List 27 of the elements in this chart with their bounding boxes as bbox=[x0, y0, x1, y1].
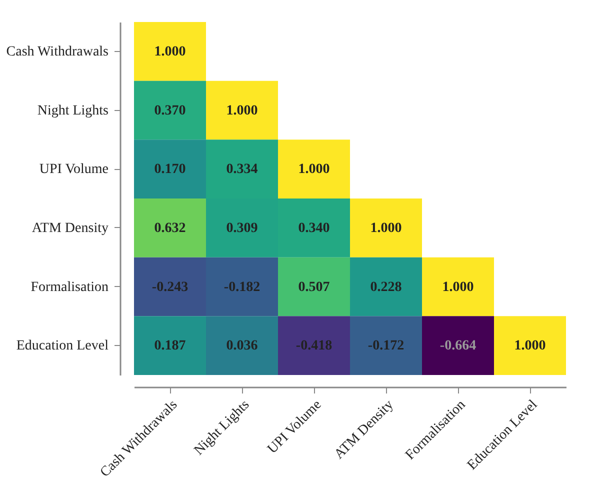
data-label: 0.370 bbox=[154, 103, 186, 118]
data-label: 0.632 bbox=[154, 220, 186, 236]
data-label: 1.000 bbox=[226, 103, 258, 118]
data-label: 1.000 bbox=[298, 162, 330, 178]
y-tick-label: Cash Withdrawals bbox=[6, 44, 108, 60]
data-label: 0.228 bbox=[370, 280, 402, 295]
data-label: -0.664 bbox=[440, 338, 476, 354]
y-tick-label: Night Lights bbox=[37, 103, 108, 118]
data-label: 0.334 bbox=[226, 162, 258, 178]
data-label: 0.170 bbox=[154, 162, 186, 178]
y-tick-label: Formalisation bbox=[30, 280, 108, 295]
data-label: 0.187 bbox=[154, 338, 186, 354]
data-label: 0.036 bbox=[226, 338, 258, 354]
data-label: 1.000 bbox=[154, 44, 186, 60]
data-label: 1.000 bbox=[442, 280, 474, 295]
data-label: 1.000 bbox=[514, 338, 546, 354]
y-tick-label: ATM Density bbox=[32, 220, 108, 236]
data-label: 0.507 bbox=[298, 280, 330, 295]
data-label: 0.340 bbox=[298, 220, 330, 236]
y-tick-label: UPI Volume bbox=[39, 162, 108, 178]
y-tick-label: Education Level bbox=[16, 338, 109, 354]
data-label: -0.182 bbox=[224, 280, 260, 295]
data-label: 0.309 bbox=[226, 220, 258, 236]
data-label: 1.000 bbox=[370, 220, 402, 236]
data-label: -0.418 bbox=[296, 338, 332, 354]
data-label: -0.172 bbox=[368, 338, 404, 354]
data-label: -0.243 bbox=[152, 280, 188, 295]
